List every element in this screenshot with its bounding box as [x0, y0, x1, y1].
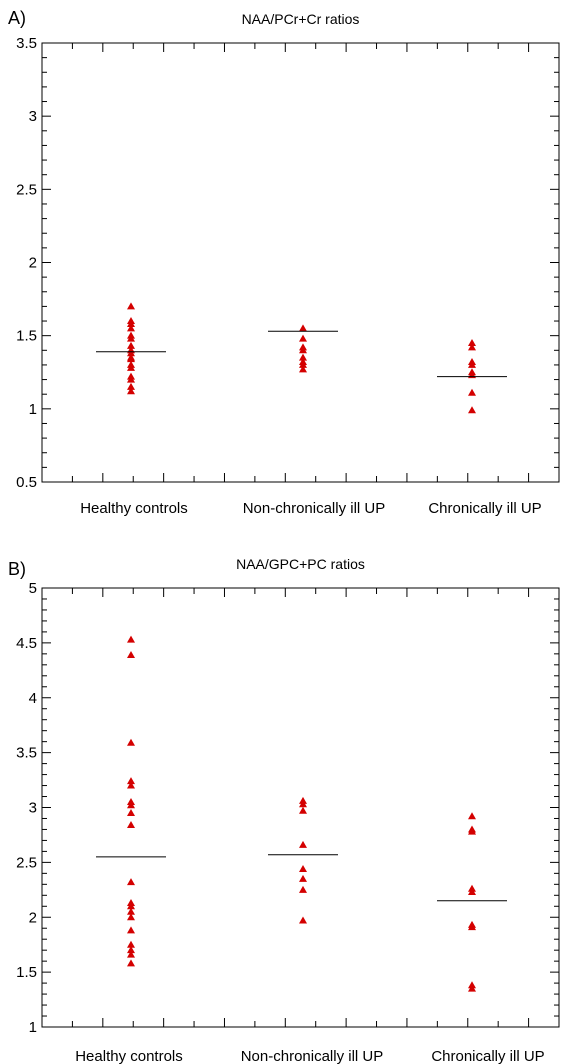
data-point [127, 913, 135, 921]
data-point [299, 360, 307, 368]
panel-label: A) [8, 8, 26, 28]
data-point [127, 302, 135, 310]
data-point [299, 885, 307, 893]
y-tick-label: 5 [29, 580, 37, 597]
data-point [299, 324, 307, 332]
x-category-label: Healthy controls [80, 500, 188, 517]
chart-title: NAA/GPC+PC ratios [236, 556, 365, 572]
data-point [127, 777, 135, 785]
chart-title: NAA/PCr+Cr ratios [242, 11, 360, 27]
plot-frame [41, 587, 560, 1028]
data-point [468, 984, 476, 992]
data-point [127, 375, 135, 383]
x-category-label: Healthy controls [75, 1048, 183, 1064]
y-tick-label: 4.5 [16, 635, 37, 652]
data-point [127, 324, 135, 332]
data-point [127, 363, 135, 371]
data-point [127, 950, 135, 958]
data-point [127, 334, 135, 342]
data-point [468, 388, 476, 396]
data-point [127, 926, 135, 934]
data-point [468, 338, 476, 346]
data-point [127, 387, 135, 395]
data-point [299, 916, 307, 924]
data-point [127, 940, 135, 948]
y-tick-label: 3 [29, 800, 37, 817]
panel-label: B) [8, 559, 26, 579]
data-point [299, 365, 307, 373]
data-point [127, 801, 135, 809]
data-point [299, 334, 307, 342]
data-point [299, 346, 307, 354]
x-category-label: Non-chronically ill UP [241, 1048, 384, 1064]
x-category-label: Non-chronically ill UP [243, 500, 386, 517]
y-tick-label: 1 [29, 1019, 37, 1036]
data-point [127, 635, 135, 643]
y-tick-label: 1.5 [16, 964, 37, 981]
data-point [127, 907, 135, 915]
data-point [468, 360, 476, 368]
y-tick-label: 3 [29, 108, 37, 125]
y-tick-label: 2.5 [16, 181, 37, 198]
y-tick-label: 1 [29, 401, 37, 418]
data-point [127, 738, 135, 746]
data-point [299, 800, 307, 808]
data-point [127, 382, 135, 390]
data-point [299, 874, 307, 882]
y-tick-label: 2 [29, 909, 37, 926]
data-point [127, 808, 135, 816]
data-point [127, 821, 135, 829]
x-category-label: Chronically ill UP [428, 500, 541, 517]
data-point [127, 878, 135, 886]
data-point [127, 341, 135, 349]
data-point [299, 840, 307, 848]
chart-panel-b: B) NAA/GPC+PC ratios 1 1.5 2 2.5 3 3.5 4 4.5 5 Heal… [8, 556, 560, 1064]
data-point [468, 406, 476, 414]
y-tick-label: 3.5 [16, 745, 37, 762]
data-point [468, 827, 476, 835]
y-tick-label: 1.5 [16, 328, 37, 345]
data-point [127, 355, 135, 363]
data-point [468, 812, 476, 820]
data-point [127, 650, 135, 658]
data-point [299, 864, 307, 872]
data-point [299, 806, 307, 814]
data-point [468, 343, 476, 351]
y-tick-label: 3.5 [16, 35, 37, 52]
data-point [127, 946, 135, 954]
data-point [127, 959, 135, 967]
data-point [127, 902, 135, 910]
x-category-label: Chronically ill UP [431, 1048, 544, 1064]
data-point [127, 349, 135, 357]
y-tick-label: 2.5 [16, 854, 37, 871]
data-point [468, 888, 476, 896]
data-point [299, 353, 307, 361]
chart-panel-a: A) NAA/PCr+Cr ratios 0.5 1 1.5 2 2.5 3 3.5 Health… [8, 8, 560, 517]
plot-frame [41, 42, 560, 483]
y-tick-label: 0.5 [16, 474, 37, 491]
y-tick-label: 2 [29, 255, 37, 272]
data-point [468, 923, 476, 931]
data-point [127, 781, 135, 789]
data-point [127, 319, 135, 327]
y-tick-label: 4 [29, 690, 37, 707]
